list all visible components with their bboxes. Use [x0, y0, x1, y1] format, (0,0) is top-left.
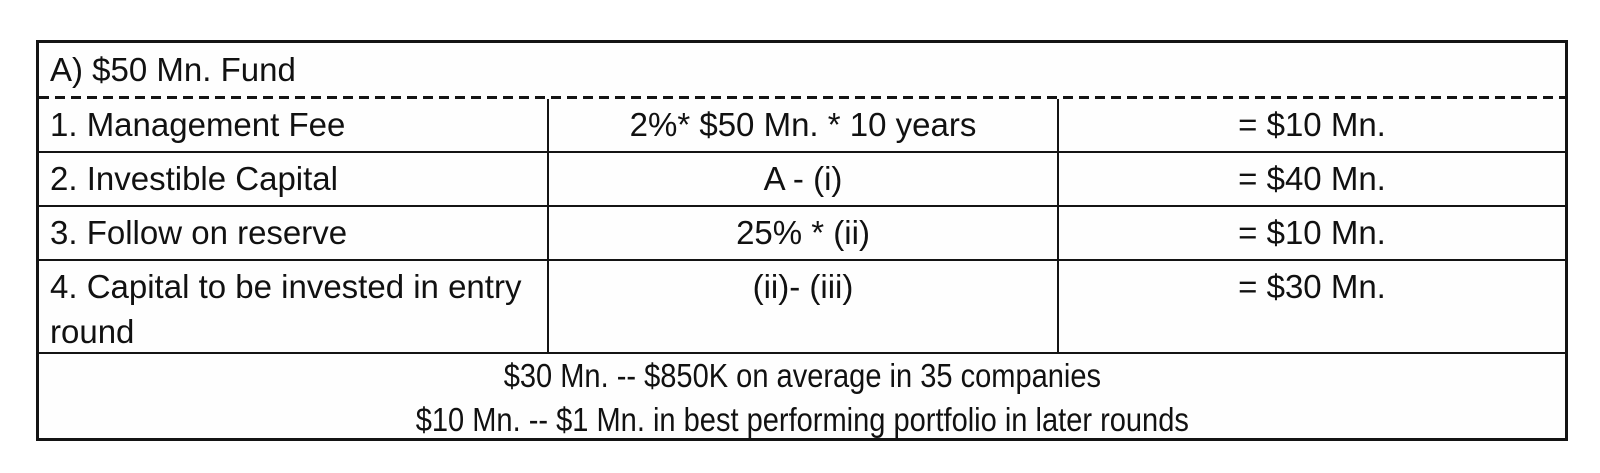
- row4-label: 4. Capital to be invested in entry round: [50, 268, 522, 350]
- row3-formula: 25% * (ii): [547, 207, 1059, 259]
- row1-formula: 2%* $50 Mn. * 10 years: [547, 99, 1059, 151]
- table-footer: $30 Mn. -- $850K on average in 35 compan…: [39, 352, 1565, 442]
- row2-label: 2. Investible Capital: [50, 160, 338, 197]
- table-header-row: A) $50 Mn. Fund: [39, 43, 1565, 96]
- footer-line2-text: $10 Mn. -- $1 Mn. in best performing por…: [415, 401, 1189, 438]
- dashed-separator: [39, 96, 1565, 99]
- row3-result: = $10 Mn.: [1238, 214, 1386, 251]
- table-row: 1. Management Fee 2%* $50 Mn. * 10 years…: [39, 99, 1565, 151]
- row2-result: = $40 Mn.: [1238, 160, 1386, 197]
- footer-line-later-rounds: $10 Mn. -- $1 Mn. in best performing por…: [363, 398, 1242, 442]
- row1-result: = $10 Mn.: [1238, 106, 1386, 143]
- row1-label: 1. Management Fee: [50, 106, 346, 143]
- footer-line-entry-round: $30 Mn. -- $850K on average in 35 compan…: [463, 354, 1142, 398]
- row2-formula: A - (i): [547, 153, 1059, 205]
- table-row: 3. Follow on reserve 25% * (ii) = $10 Mn…: [39, 205, 1565, 259]
- footer-line1-text: $30 Mn. -- $850K on average in 35 compan…: [503, 357, 1101, 394]
- row4-result: = $30 Mn.: [1238, 268, 1386, 305]
- table-row: 2. Investible Capital A - (i) = $40 Mn.: [39, 151, 1565, 205]
- fund-title: A) $50 Mn. Fund: [50, 50, 296, 88]
- fund-economics-table: A) $50 Mn. Fund 1. Management Fee 2%* $5…: [36, 40, 1568, 441]
- row4-formula: (ii)- (iii): [547, 261, 1059, 352]
- row3-label: 3. Follow on reserve: [50, 214, 348, 251]
- table-row: 4. Capital to be invested in entry round…: [39, 259, 1565, 352]
